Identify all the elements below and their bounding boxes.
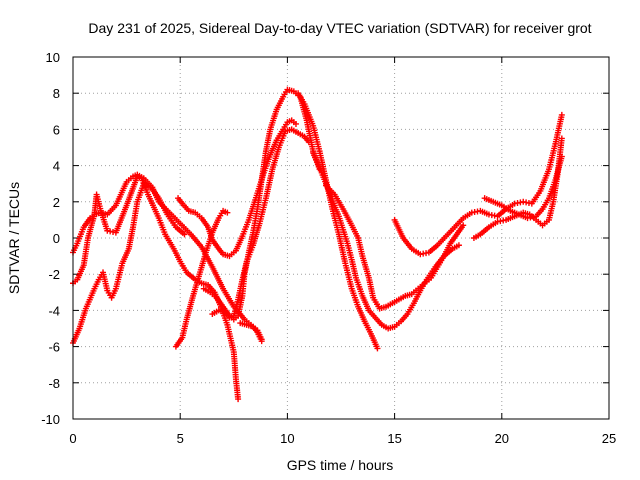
data-point [460, 222, 467, 229]
data-point [558, 135, 565, 142]
y-tick-label: 4 [53, 159, 60, 174]
y-tick-label: -10 [41, 412, 60, 427]
data-point [258, 338, 265, 345]
x-tick-label: 10 [280, 431, 294, 446]
y-tick-label: -2 [48, 267, 60, 282]
y-axis-label: SDTVAR / TECUs [6, 182, 22, 294]
chart-title: Day 231 of 2025, Sidereal Day-to-day VTE… [88, 20, 591, 36]
series-track-4 [172, 207, 231, 350]
y-tick-label: -6 [48, 340, 60, 355]
data-point [224, 209, 231, 216]
x-tick-label: 5 [177, 431, 184, 446]
y-tick-label: 6 [53, 122, 60, 137]
x-tick-label: 25 [602, 431, 616, 446]
series-track-2 [70, 173, 242, 403]
plot-frame [72, 56, 610, 420]
y-tick-label: -4 [48, 303, 60, 318]
data-point [558, 153, 565, 160]
data-point [235, 396, 242, 403]
y-tick-label: 0 [53, 231, 60, 246]
x-tick-label: 0 [69, 431, 76, 446]
y-tick-label: 2 [53, 195, 60, 210]
data-point [292, 120, 299, 127]
data-point [181, 231, 188, 238]
data-marks [70, 86, 565, 403]
x-tick-label: 20 [495, 431, 509, 446]
grid [73, 57, 609, 419]
series-track-10 [310, 149, 462, 332]
data-point [374, 345, 381, 352]
series-track-14 [481, 153, 565, 222]
series-track-8 [237, 320, 265, 345]
y-tick-label: -8 [48, 376, 60, 391]
series-track-11 [322, 182, 467, 312]
series-track-7 [209, 126, 312, 321]
y-tick-label: 10 [46, 50, 60, 65]
y-tick-label: 8 [53, 86, 60, 101]
x-tick-label: 15 [387, 431, 401, 446]
data-point [455, 242, 462, 249]
x-axis-label: GPS time / hours [287, 457, 394, 473]
data-point [305, 139, 312, 146]
data-point [558, 111, 565, 118]
series-track-3 [70, 180, 188, 346]
